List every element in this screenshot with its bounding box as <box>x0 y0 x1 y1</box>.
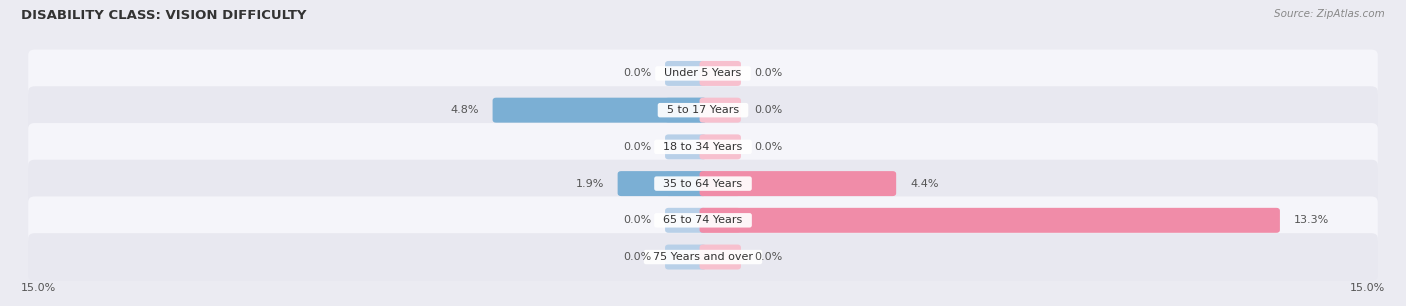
FancyBboxPatch shape <box>700 171 741 196</box>
FancyBboxPatch shape <box>665 208 706 233</box>
FancyBboxPatch shape <box>700 134 741 159</box>
Text: 15.0%: 15.0% <box>1350 283 1385 293</box>
Text: 0.0%: 0.0% <box>623 252 651 262</box>
Text: 0.0%: 0.0% <box>623 69 651 78</box>
Text: 4.8%: 4.8% <box>450 105 479 115</box>
Text: 5 to 17 Years: 5 to 17 Years <box>659 105 747 115</box>
Text: 65 to 74 Years: 65 to 74 Years <box>657 215 749 225</box>
Text: 0.0%: 0.0% <box>755 69 783 78</box>
Text: 0.0%: 0.0% <box>755 252 783 262</box>
FancyBboxPatch shape <box>28 233 1378 281</box>
Text: 4.4%: 4.4% <box>910 179 938 188</box>
FancyBboxPatch shape <box>28 50 1378 97</box>
FancyBboxPatch shape <box>700 98 741 123</box>
Text: 13.3%: 13.3% <box>1294 215 1329 225</box>
FancyBboxPatch shape <box>28 196 1378 244</box>
FancyBboxPatch shape <box>28 123 1378 171</box>
Text: DISABILITY CLASS: VISION DIFFICULTY: DISABILITY CLASS: VISION DIFFICULTY <box>21 9 307 22</box>
Text: 35 to 64 Years: 35 to 64 Years <box>657 179 749 188</box>
FancyBboxPatch shape <box>700 244 741 270</box>
Text: 15.0%: 15.0% <box>21 283 56 293</box>
FancyBboxPatch shape <box>700 208 741 233</box>
FancyBboxPatch shape <box>665 134 706 159</box>
Text: 0.0%: 0.0% <box>755 142 783 152</box>
FancyBboxPatch shape <box>492 98 706 123</box>
FancyBboxPatch shape <box>665 171 706 196</box>
Text: Source: ZipAtlas.com: Source: ZipAtlas.com <box>1274 9 1385 19</box>
Text: 1.9%: 1.9% <box>575 179 603 188</box>
Text: 0.0%: 0.0% <box>623 142 651 152</box>
FancyBboxPatch shape <box>700 171 896 196</box>
Text: 0.0%: 0.0% <box>755 105 783 115</box>
FancyBboxPatch shape <box>665 244 706 270</box>
FancyBboxPatch shape <box>665 61 706 86</box>
Text: 18 to 34 Years: 18 to 34 Years <box>657 142 749 152</box>
Text: 75 Years and over: 75 Years and over <box>645 252 761 262</box>
FancyBboxPatch shape <box>700 61 741 86</box>
FancyBboxPatch shape <box>700 208 1279 233</box>
FancyBboxPatch shape <box>617 171 706 196</box>
Text: Under 5 Years: Under 5 Years <box>658 69 748 78</box>
FancyBboxPatch shape <box>28 160 1378 207</box>
Text: 0.0%: 0.0% <box>623 215 651 225</box>
FancyBboxPatch shape <box>28 86 1378 134</box>
FancyBboxPatch shape <box>665 98 706 123</box>
